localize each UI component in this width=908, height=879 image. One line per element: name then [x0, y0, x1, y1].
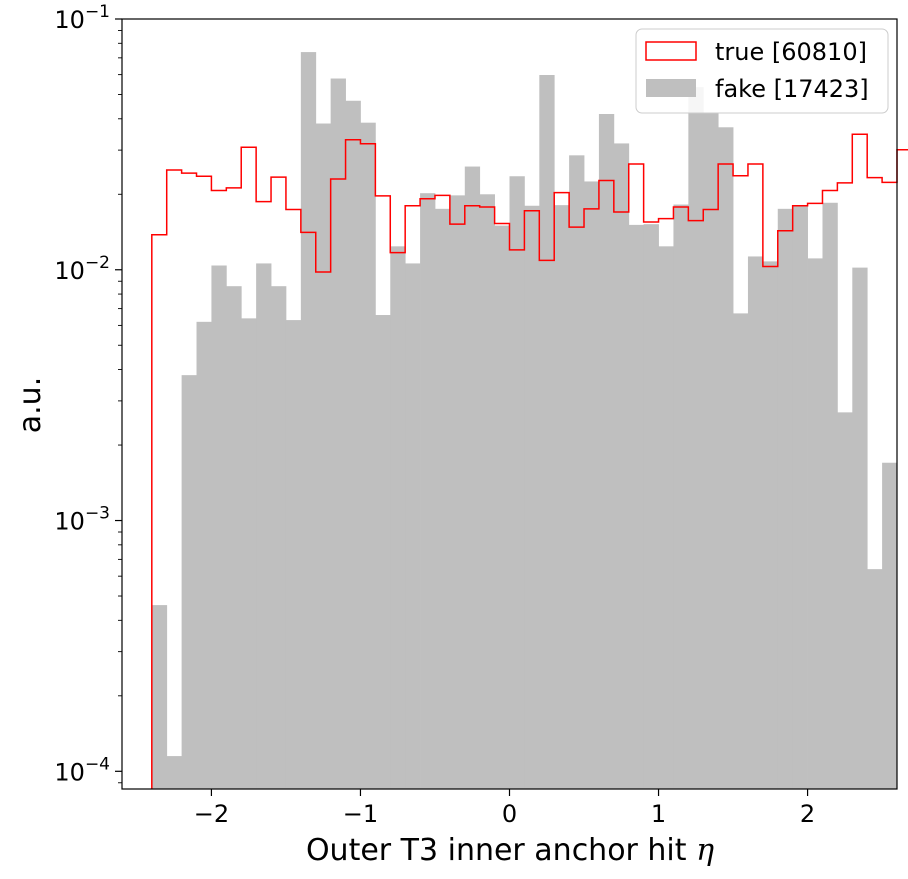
fake-bar: [285, 320, 302, 789]
fake-bar: [882, 462, 898, 789]
fake-bar: [658, 246, 674, 790]
fake-bar: [688, 87, 704, 790]
fake-bar: [420, 193, 436, 789]
fake-bar: [584, 181, 600, 789]
fake-bar: [673, 204, 689, 790]
x-tick-label: −2: [194, 800, 229, 828]
fake-bar: [807, 258, 823, 789]
fake-bar: [569, 155, 585, 789]
fake-bar: [554, 205, 570, 789]
fake-bar: [330, 78, 346, 789]
legend: true [60810] fake [17423]: [635, 28, 889, 114]
fake-bar: [494, 225, 510, 790]
fake-bar: [434, 208, 451, 789]
fake-bar: [241, 318, 257, 789]
fake-bar: [196, 321, 212, 789]
fake-bar: [390, 246, 406, 790]
x-tick-label: 0: [502, 800, 517, 828]
fake-bar: [613, 143, 630, 789]
fake-bar: [211, 265, 227, 789]
x-tick-label: 1: [651, 800, 666, 828]
fake-bar: [867, 569, 883, 789]
legend-label-true: true [60810]: [715, 38, 867, 66]
y-tick-label: 10−4: [54, 754, 110, 786]
legend-label-fake: fake [17423]: [715, 75, 869, 103]
fake-bar: [598, 114, 615, 789]
fake-bar: [256, 263, 272, 789]
true-step-line: [151, 133, 908, 789]
fake-bar: [628, 224, 645, 789]
y-axis: 10−4 10−3 10−2 10−1: [54, 2, 122, 786]
fake-bar: [762, 261, 779, 789]
legend-swatch-true: [645, 41, 697, 61]
fake-bar: [166, 756, 183, 789]
fake-bar: [405, 263, 421, 789]
fake-bar: [837, 412, 853, 789]
fake-bar: [300, 52, 317, 789]
x-tick-label: 2: [800, 800, 815, 828]
fake-bar: [792, 206, 808, 790]
fake-bar: [747, 256, 764, 790]
fake-bar: [852, 267, 868, 789]
fake-bar: [271, 286, 287, 789]
fake-bar: [539, 75, 555, 789]
y-tick-label: 10−1: [54, 2, 110, 34]
fake-bar: [509, 176, 525, 789]
legend-frame: [635, 28, 889, 114]
fake-bar: [643, 224, 659, 790]
fake-bar: [479, 194, 495, 789]
y-tick-label: 10−3: [54, 504, 110, 536]
fake-bar: [449, 195, 466, 789]
fake-bar: [464, 166, 481, 790]
y-tick-label: 10−2: [54, 253, 110, 285]
plot-area: [151, 52, 908, 790]
fake-bar: [315, 123, 332, 789]
fake-bar: [524, 205, 540, 789]
x-axis-label: Outer T3 inner anchor hit η: [306, 833, 714, 868]
fake-bar: [226, 286, 242, 789]
fake-bar: [703, 113, 719, 790]
fake-bar: [733, 313, 749, 789]
fake-bar: [181, 375, 197, 789]
fake-bar: [345, 100, 361, 789]
fake-bar: [151, 605, 168, 789]
fake-bar: [360, 122, 376, 790]
x-tick-label: −1: [343, 800, 378, 828]
fake-bar: [375, 315, 391, 789]
fake-bar: [777, 208, 794, 789]
fake-bar: [718, 127, 734, 789]
legend-swatch-fake: [646, 79, 696, 97]
x-axis: −2 −1 0 1 2: [194, 789, 815, 828]
y-axis-label: a.u.: [13, 377, 48, 433]
fake-bar: [822, 202, 838, 789]
